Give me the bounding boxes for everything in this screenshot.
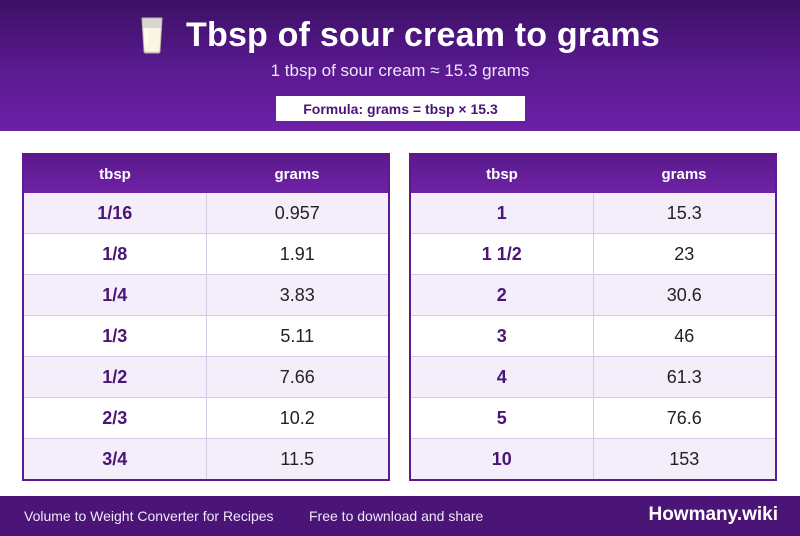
grams-cell: 0.957 [274, 202, 320, 223]
column-header-tbsp: tbsp [486, 165, 518, 183]
footer-tagline: Volume to Weight Converter for Recipes [24, 508, 274, 524]
formula-badge: Formula: grams = tbsp × 15.3 [276, 96, 525, 121]
table-row: 5 76.6 [411, 397, 775, 438]
tbsp-cell: 3 [411, 316, 594, 356]
tbsp-cell: 2/3 [24, 398, 207, 438]
table-row: 3 46 [411, 315, 775, 356]
tbsp-cell: 10 [411, 439, 594, 479]
column-header-grams: grams [661, 165, 707, 183]
tbsp-cell: 1/2 [24, 357, 207, 397]
tbsp-cell: 1 1/2 [411, 234, 594, 274]
grams-cell: 23 [674, 243, 695, 264]
tbsp-cell: 3/4 [24, 439, 207, 479]
conversion-table-small: tbsp grams 1/16 0.957 1/8 1.91 1/4 3.83 1/3… [22, 153, 390, 481]
table-body: 1/16 0.957 1/8 1.91 1/4 3.83 1/3 5.11 1/2 7.6… [24, 193, 388, 479]
tbsp-cell: 5 [411, 398, 594, 438]
table-row: 1/16 0.957 [24, 193, 388, 233]
tbsp-cell: 1/3 [24, 316, 207, 356]
grams-cell: 76.6 [666, 407, 702, 428]
footer-share-note: Free to download and share [309, 508, 484, 524]
table-row: 2 30.6 [411, 274, 775, 315]
page-title: Tbsp of sour cream to grams [186, 15, 660, 54]
title-row: Tbsp of sour cream to grams [0, 12, 800, 58]
tbsp-cell: 1 [411, 193, 594, 233]
table-row: 10 153 [411, 438, 775, 479]
tbsp-cell: 4 [411, 357, 594, 397]
grams-cell: 11.5 [280, 448, 315, 469]
table-row: 1/4 3.83 [24, 274, 388, 315]
table-row: 1 15.3 [411, 193, 775, 233]
header: Tbsp of sour cream to grams 1 tbsp of so… [0, 0, 800, 131]
tbsp-cell: 1/4 [24, 275, 207, 315]
conversion-table-large: tbsp grams 1 15.3 1 1/2 23 2 30.6 3 46 4 61.3… [409, 153, 777, 481]
table-row: 1/8 1.91 [24, 233, 388, 274]
table-row: 1/2 7.66 [24, 356, 388, 397]
table-row: 1 1/2 23 [411, 233, 775, 274]
grams-cell: 46 [674, 325, 695, 346]
table-body: 1 15.3 1 1/2 23 2 30.6 3 46 4 61.3 5 76.6 10 15… [411, 193, 775, 479]
grams-cell: 15.3 [666, 202, 702, 223]
glass-of-milk-icon [141, 17, 163, 54]
footer: Volume to Weight Converter for Recipes F… [0, 496, 800, 536]
table-header: tbsp grams [24, 155, 388, 193]
brand-logo[interactable]: Howmany.wiki [648, 504, 778, 525]
tbsp-cell: 1/16 [24, 193, 207, 233]
table-row: 3/4 11.5 [24, 438, 388, 479]
column-header-tbsp: tbsp [99, 165, 131, 183]
grams-cell: 1.91 [279, 243, 315, 264]
table-row: 4 61.3 [411, 356, 775, 397]
grams-cell: 3.83 [279, 284, 315, 305]
table-row: 1/3 5.11 [24, 315, 388, 356]
tbsp-cell: 1/8 [24, 234, 207, 274]
grams-cell: 61.3 [666, 366, 702, 387]
grams-cell: 10.2 [279, 407, 315, 428]
table-row: 2/3 10.2 [24, 397, 388, 438]
table-header: tbsp grams [411, 155, 775, 193]
grams-cell: 7.66 [279, 366, 315, 387]
tbsp-cell: 2 [411, 275, 594, 315]
grams-cell: 5.11 [280, 325, 315, 346]
grams-cell: 30.6 [666, 284, 702, 305]
grams-cell: 153 [669, 448, 700, 469]
subtitle: 1 tbsp of sour cream ≈ 15.3 grams [270, 61, 530, 80]
column-header-grams: grams [274, 165, 320, 183]
